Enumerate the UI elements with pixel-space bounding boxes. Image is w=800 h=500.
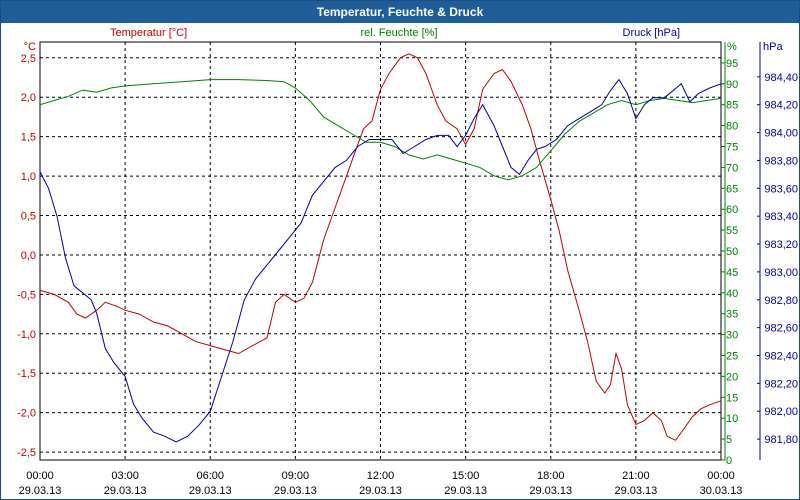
humidity-tick-label: 50: [726, 246, 738, 258]
humidity-tick-label: 30: [726, 330, 738, 342]
pressure-tick-label: 983,20: [764, 239, 798, 251]
pressure-tick-label: 982,40: [764, 351, 798, 363]
time-tick-label: 12:00: [367, 470, 395, 482]
temperature-tick-label: -2,5: [17, 447, 36, 459]
window-title: Temperatur, Feuchte & Druck: [1, 1, 799, 23]
temperature-tick-label: -1,5: [17, 368, 36, 380]
humidity-tick-label: 0: [726, 455, 732, 467]
series-line-pressure: [39, 78, 722, 443]
pressure-tick-label: 984,20: [764, 100, 798, 112]
humidity-unit: %: [727, 41, 737, 53]
date-tick-label: 30.03.13: [700, 485, 743, 497]
time-tick-label: 18:00: [537, 470, 565, 482]
date-tick-label: 29.03.13: [104, 485, 147, 497]
time-tick-label: 00:00: [707, 470, 735, 482]
temperature-tick-label: 2,5: [21, 53, 36, 65]
temperature-tick-label: -0,5: [17, 289, 36, 301]
pressure-tick-label: 982,00: [764, 406, 798, 418]
series-line-humidity: [39, 79, 722, 181]
temperature-tick-label: -2,0: [17, 408, 36, 420]
humidity-axis-label: rel. Feuchte [%]: [360, 27, 437, 39]
humidity-tick-label: 65: [726, 183, 738, 195]
pressure-tick-label: 983,00: [764, 267, 798, 279]
time-tick-label: 21:00: [622, 470, 650, 482]
pressure-tick-label: 983,40: [764, 211, 798, 223]
humidity-tick-label: 95: [726, 58, 738, 70]
humidity-tick-label: 45: [726, 267, 738, 279]
pressure-tick-label: 984,00: [764, 128, 798, 140]
temperature-tick-label: -1,0: [17, 329, 36, 341]
date-tick-label: 29.03.13: [189, 485, 232, 497]
date-tick-label: 29.03.13: [614, 485, 657, 497]
pressure-axis-label: Druck [hPa]: [623, 27, 680, 39]
series-line-temperature: [39, 53, 722, 441]
humidity-tick-label: 85: [726, 100, 738, 112]
humidity-tick-label: 70: [726, 162, 738, 174]
temperature-tick-label: 0,5: [21, 211, 36, 223]
pressure-tick-label: 984,40: [764, 72, 798, 84]
humidity-tick-label: 60: [726, 204, 738, 216]
pressure-tick-label: 983,80: [764, 155, 798, 167]
pressure-tick-label: 981,80: [764, 434, 798, 446]
temperature-unit: °C: [24, 41, 36, 53]
pressure-tick-label: 982,20: [764, 378, 798, 390]
humidity-tick-label: 80: [726, 121, 738, 133]
temperature-tick-label: 1,0: [21, 171, 36, 183]
humidity-tick-label: 35: [726, 309, 738, 321]
humidity-tick-label: 55: [726, 225, 738, 237]
temperature-axis-label: Temperatur [°C]: [110, 27, 187, 39]
date-tick-label: 29.03.13: [359, 485, 402, 497]
time-tick-label: 00:00: [26, 470, 54, 482]
time-tick-label: 03:00: [111, 470, 139, 482]
time-tick-label: 15:00: [452, 470, 480, 482]
humidity-tick-label: 25: [726, 351, 738, 363]
date-tick-label: 29.03.13: [19, 485, 62, 497]
pressure-tick-label: 982,80: [764, 295, 798, 307]
humidity-tick-label: 5: [726, 434, 732, 446]
humidity-tick-label: 15: [726, 392, 738, 404]
date-tick-label: 29.03.13: [529, 485, 572, 497]
date-tick-label: 29.03.13: [444, 485, 487, 497]
humidity-tick-label: 75: [726, 142, 738, 154]
pressure-tick-label: 983,60: [764, 183, 798, 195]
date-tick-label: 29.03.13: [274, 485, 317, 497]
humidity-tick-label: 10: [726, 413, 738, 425]
temperature-tick-label: 0,0: [21, 250, 36, 262]
time-tick-label: 09:00: [282, 470, 310, 482]
pressure-unit: hPa: [763, 41, 783, 53]
humidity-tick-label: 20: [726, 371, 738, 383]
temperature-tick-label: 1,5: [21, 132, 36, 144]
time-tick-label: 06:00: [196, 470, 224, 482]
humidity-tick-label: 40: [726, 288, 738, 300]
pressure-tick-label: 982,60: [764, 323, 798, 335]
temperature-tick-label: 2,0: [21, 92, 36, 104]
humidity-tick-label: 90: [726, 79, 738, 91]
